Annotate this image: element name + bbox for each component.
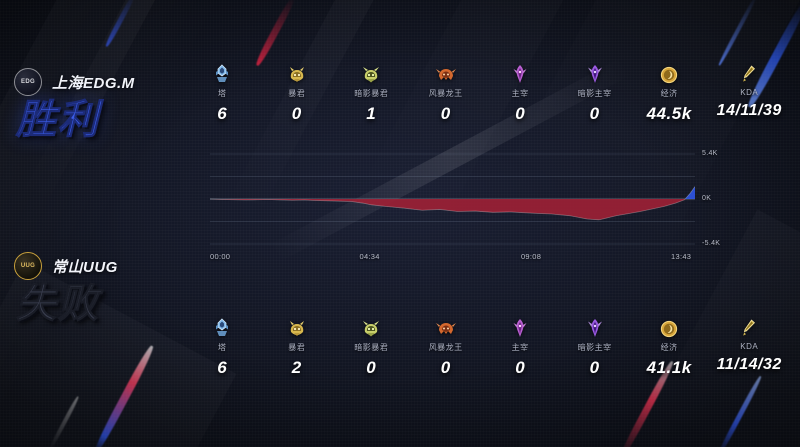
stat-label: 风暴龙王 xyxy=(428,343,463,352)
kda-icon xyxy=(741,62,757,84)
stat-cell-kda-bottom: KDA 11/14/32 xyxy=(706,316,792,378)
stat-label: 经济 xyxy=(660,89,678,98)
stat-value: 14/11/39 xyxy=(716,102,782,119)
stat-value: 1 xyxy=(366,104,377,123)
stat-label: 主宰 xyxy=(511,343,529,352)
storm-dragon-king-icon xyxy=(435,316,457,338)
stat-value: 0 xyxy=(589,104,600,123)
overlord-icon xyxy=(512,62,528,84)
stat-label: KDA xyxy=(740,342,759,351)
stat-label: 暗影主宰 xyxy=(577,343,612,352)
gold-difference-chart: 5.4K 0K -5.4K 00:00 04:34 09:08 13:43 xyxy=(210,150,720,261)
tower-icon xyxy=(213,62,231,84)
stat-value: 11/14/32 xyxy=(716,356,782,373)
decorative-streak xyxy=(104,0,137,48)
stat-cell-kda-top: KDA 14/11/39 xyxy=(706,62,792,124)
team-logo-text-bottom: UUG xyxy=(20,263,36,269)
team-header-top: EDG 上海EDG.M xyxy=(0,68,210,96)
tower-icon xyxy=(213,316,231,338)
stat-value: 41.1k xyxy=(646,358,692,377)
stat-label: 主宰 xyxy=(511,89,529,98)
stat-cell-economy-top: 经济 44.5k xyxy=(632,62,706,124)
stats-row-bottom: 塔 6 暴君 2 暗影暴君 0 风暴龙王 0 主宰 0 暗影主宰 0 经济 41.1k KDA 11/14/3… xyxy=(185,316,792,378)
team-block-winner: EDG 上海EDG.M 胜利 xyxy=(0,68,210,142)
stat-label: 塔 xyxy=(217,89,227,98)
stat-value: 0 xyxy=(515,358,526,377)
decorative-streak xyxy=(48,395,80,447)
stat-label: 暗影暴君 xyxy=(354,89,389,98)
stat-label: 塔 xyxy=(217,343,227,352)
decorative-streak xyxy=(254,0,297,68)
chart-x-tick: 04:34 xyxy=(359,252,380,261)
stat-value: 0 xyxy=(291,104,302,123)
decorative-streak xyxy=(92,344,156,447)
shadow-overlord-icon xyxy=(587,316,603,338)
team-header-bottom: UUG 常山UUG xyxy=(0,252,210,280)
team-logo-bottom: UUG xyxy=(14,252,42,280)
stat-cell-storm-dragon-king-bottom: 风暴龙王 0 xyxy=(408,316,482,378)
stat-label: 风暴龙王 xyxy=(428,89,463,98)
stat-value: 2 xyxy=(291,358,302,377)
stats-row-top: 塔 6 暴君 0 暗影暴君 1 风暴龙王 0 主宰 0 暗影主宰 0 经济 44.5k KDA 14/11/3… xyxy=(185,62,792,124)
chart-x-tick: 09:08 xyxy=(520,252,542,261)
tyrant-icon xyxy=(287,316,307,338)
match-result-bottom: 失败 xyxy=(16,282,100,326)
chart-line xyxy=(210,186,695,221)
kda-icon xyxy=(741,316,757,338)
stat-label: 暗影主宰 xyxy=(577,89,612,98)
stat-value: 0 xyxy=(589,358,600,377)
stat-value: 0 xyxy=(366,358,377,377)
stat-cell-tyrant-top: 暴君 0 xyxy=(259,62,333,124)
stat-cell-shadow-tyrant-top: 暗影暴君 1 xyxy=(334,62,408,124)
stat-cell-tyrant-bottom: 暴君 2 xyxy=(259,316,333,378)
chart-canvas xyxy=(210,153,695,245)
stat-value: 6 xyxy=(217,104,228,123)
team-logo-text-top: EDG xyxy=(21,79,35,85)
chart-x-tick: 00:00 xyxy=(210,252,231,261)
shadow-overlord-icon xyxy=(587,62,603,84)
stat-value: 0 xyxy=(440,104,451,123)
stat-value: 0 xyxy=(440,358,451,377)
decorative-streak xyxy=(716,375,763,447)
stat-label: 经济 xyxy=(660,343,678,352)
shadow-tyrant-icon xyxy=(361,316,381,338)
stat-cell-overlord-bottom: 主宰 0 xyxy=(483,316,557,378)
stat-label: KDA xyxy=(740,88,759,97)
stat-label: 暴君 xyxy=(288,89,306,98)
economy-icon xyxy=(660,62,678,84)
stat-cell-storm-dragon-king-top: 风暴龙王 0 xyxy=(408,62,482,124)
shadow-tyrant-icon xyxy=(361,62,381,84)
stat-cell-shadow-overlord-bottom: 暗影主宰 0 xyxy=(557,316,631,378)
team-logo-top: EDG xyxy=(14,68,42,96)
decorative-streak xyxy=(717,0,759,67)
stat-cell-overlord-top: 主宰 0 xyxy=(483,62,557,124)
stat-cell-shadow-overlord-top: 暗影主宰 0 xyxy=(557,62,631,124)
team-name-top: 上海EDG.M xyxy=(52,74,135,92)
tyrant-icon xyxy=(287,62,307,84)
match-result-top: 胜利 xyxy=(16,98,100,142)
overlord-icon xyxy=(512,316,528,338)
chart-y-tick: 5.4K xyxy=(702,150,718,157)
stat-value: 44.5k xyxy=(646,104,692,123)
storm-dragon-king-icon xyxy=(435,62,457,84)
stat-cell-shadow-tyrant-bottom: 暗影暴君 0 xyxy=(334,316,408,378)
chart-y-tick: -5.4K xyxy=(702,240,721,247)
stat-label: 暴君 xyxy=(288,343,306,352)
chart-y-tick: 0K xyxy=(702,195,712,202)
stat-cell-economy-bottom: 经济 41.1k xyxy=(632,316,706,378)
stat-label: 暗影暴君 xyxy=(354,343,389,352)
stat-value: 6 xyxy=(217,358,228,377)
chart-x-tick: 13:43 xyxy=(671,252,692,261)
economy-icon xyxy=(660,316,678,338)
team-name-bottom: 常山UUG xyxy=(52,258,118,276)
chart-area-negative xyxy=(210,199,695,220)
team-block-loser: UUG 常山UUG 失败 xyxy=(0,252,210,326)
stat-value: 0 xyxy=(515,104,526,123)
